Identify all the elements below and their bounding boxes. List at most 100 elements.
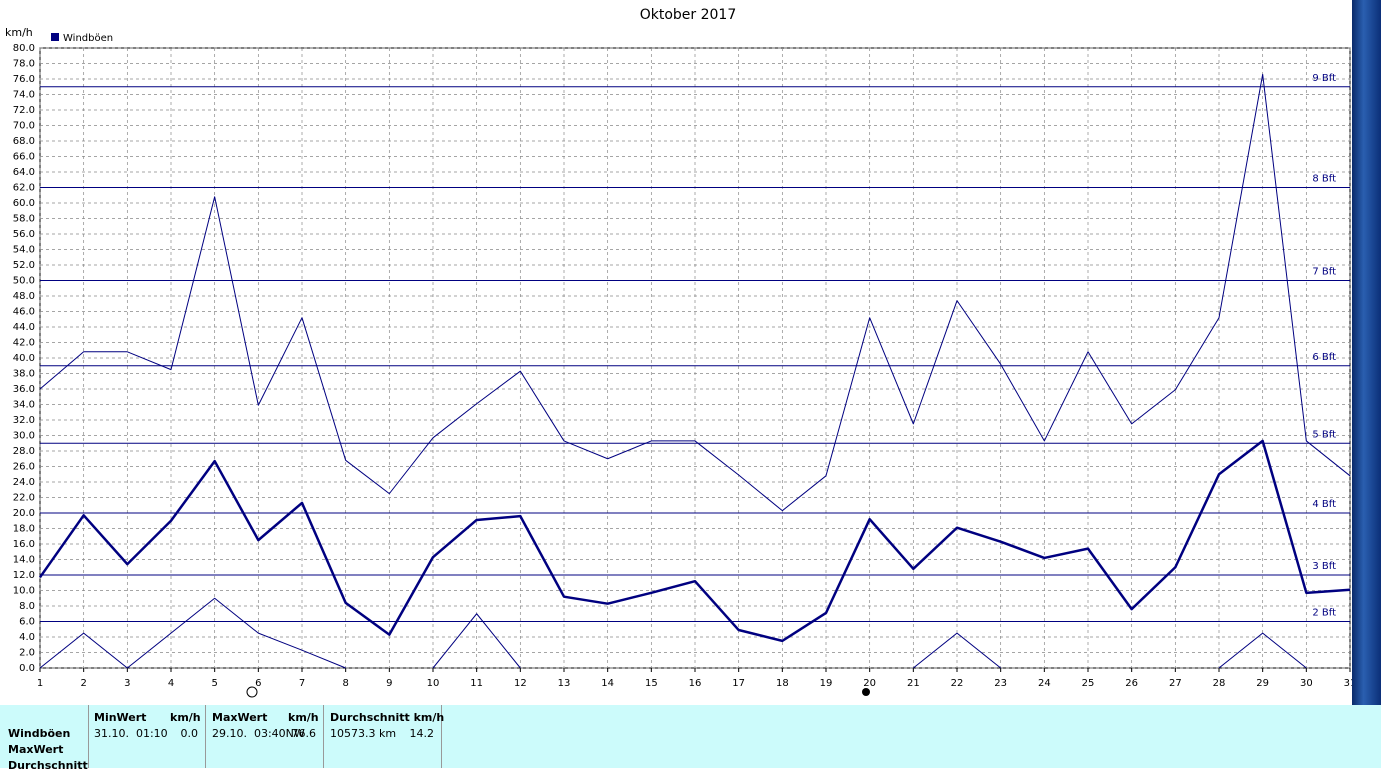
- cell: 29.10. 03:40NW: [212, 727, 305, 740]
- separator: [205, 705, 206, 768]
- y-tick-label: 42.0: [13, 338, 35, 349]
- y-tick-label: 16.0: [13, 539, 35, 550]
- y-tick-label: 30.0: [13, 431, 35, 442]
- y-tick-label: 54.0: [13, 245, 35, 256]
- x-tick-label: 11: [470, 678, 483, 689]
- y-tick-label: 50.0: [13, 276, 35, 287]
- x-tick-label: 18: [776, 678, 789, 689]
- x-tick-label: 28: [1213, 678, 1226, 689]
- y-tick-label: 58.0: [13, 214, 35, 225]
- separator: [323, 705, 324, 768]
- y-tick-label: 40.0: [13, 353, 35, 364]
- y-tick-label: 56.0: [13, 229, 35, 240]
- x-tick-label: 25: [1082, 678, 1095, 689]
- y-tick-label: 14.0: [13, 555, 35, 566]
- beaufort-label: 6 Bft: [1312, 352, 1336, 363]
- y-tick-label: 8.0: [19, 601, 35, 612]
- x-tick-label: 30: [1300, 678, 1313, 689]
- new-moon-icon: [862, 688, 870, 696]
- y-tick-label: 12.0: [13, 570, 35, 581]
- header: km/h: [288, 711, 319, 724]
- x-tick-label: 3: [124, 678, 130, 689]
- y-tick-label: 34.0: [13, 400, 35, 411]
- header: Durchschnitt km/h: [330, 711, 445, 724]
- chart: Oktober 2017 km/h Windböen 0.0 2.0 4.0 6.0 8…: [5, 7, 1356, 698]
- beaufort-label: 2 Bft: [1312, 608, 1336, 619]
- y-tick-label: 28.0: [13, 446, 35, 457]
- summary-table: Windböen MaxWert Durchschnitt MinWert km…: [0, 705, 1381, 772]
- y-tick-label: 6.0: [19, 617, 35, 628]
- y-tick-label: 70.0: [13, 121, 35, 132]
- y-tick-label: 60.0: [13, 198, 35, 209]
- x-tick-label: 17: [732, 678, 745, 689]
- y-tick-label: 78.0: [13, 59, 35, 70]
- header: MaxWert: [212, 711, 268, 724]
- x-tick-label: 4: [168, 678, 174, 689]
- cell: 31.10. 01:10: [94, 727, 168, 740]
- y-tick-label: 32.0: [13, 415, 35, 426]
- y-tick-label: 48.0: [13, 291, 35, 302]
- chart-title: Oktober 2017: [640, 7, 737, 23]
- beaufort-label: 8 Bft: [1312, 174, 1336, 185]
- y-tick-label: 20.0: [13, 508, 35, 519]
- y-tick-label: 66.0: [13, 152, 35, 163]
- x-tick-label: 9: [386, 678, 392, 689]
- y-tick-label: 38.0: [13, 369, 35, 380]
- x-tick-label: 12: [514, 678, 527, 689]
- y-tick-label: 36.0: [13, 384, 35, 395]
- beaufort-label: 7 Bft: [1312, 267, 1336, 278]
- y-tick-label: 64.0: [13, 167, 35, 178]
- x-tick-label: 6: [255, 678, 261, 689]
- beaufort-label: 9 Bft: [1312, 73, 1336, 84]
- x-tick-label: 8: [342, 678, 348, 689]
- cell: 0.0: [180, 727, 199, 740]
- y-tick-label: 72.0: [13, 105, 35, 116]
- x-tick-label: 15: [645, 678, 658, 689]
- y-tick-label: 2.0: [19, 648, 35, 659]
- x-tick-label: 10: [427, 678, 440, 689]
- beaufort-label: 4 Bft: [1312, 499, 1336, 510]
- y-tick-label: 0.0: [19, 663, 35, 674]
- cell: 10573.3 km: [330, 727, 397, 740]
- header: km/h: [170, 711, 201, 724]
- separator: [441, 705, 442, 768]
- x-tick-label: 29: [1256, 678, 1269, 689]
- beaufort-label: 5 Bft: [1312, 429, 1336, 440]
- y-tick-label: 46.0: [13, 307, 35, 318]
- x-tick-label: 24: [1038, 678, 1051, 689]
- series-line: [39, 73, 1351, 512]
- y-tick-label: 52.0: [13, 260, 35, 271]
- x-tick-label: 13: [558, 678, 571, 689]
- x-tick-label: 20: [863, 678, 876, 689]
- x-tick-label: 26: [1125, 678, 1138, 689]
- x-tick-label: 23: [994, 678, 1007, 689]
- x-tick-label: 27: [1169, 678, 1182, 689]
- cell: 14.2: [409, 727, 435, 740]
- y-tick-label: 68.0: [13, 136, 35, 147]
- x-tick-label: 2: [80, 678, 86, 689]
- y-tick-label: 4.0: [19, 632, 35, 643]
- y-tick-label: 80.0: [13, 43, 35, 54]
- y-tick-label: 44.0: [13, 322, 35, 333]
- y-tick-label: 10.0: [13, 586, 35, 597]
- x-tick-label: 21: [907, 678, 920, 689]
- legend-label: Windböen: [63, 33, 113, 44]
- y-tick-label: 74.0: [13, 90, 35, 101]
- y-tick-label: 24.0: [13, 477, 35, 488]
- y-tick-label: 76.0: [13, 74, 35, 85]
- x-tick-label: 22: [951, 678, 964, 689]
- y-unit: km/h: [5, 26, 33, 39]
- x-tick-label: 7: [299, 678, 305, 689]
- x-tick-label: 14: [601, 678, 614, 689]
- separator: [88, 705, 89, 768]
- x-tick-label: 19: [820, 678, 833, 689]
- x-tick-label: 16: [689, 678, 702, 689]
- y-tick-label: 62.0: [13, 183, 35, 194]
- header: MinWert: [94, 711, 147, 724]
- y-tick-label: 26.0: [13, 462, 35, 473]
- cell: 76.6: [291, 727, 317, 740]
- y-tick-label: 22.0: [13, 493, 35, 504]
- row-label: MaxWert: [8, 743, 64, 756]
- desktop-background: [1352, 0, 1381, 705]
